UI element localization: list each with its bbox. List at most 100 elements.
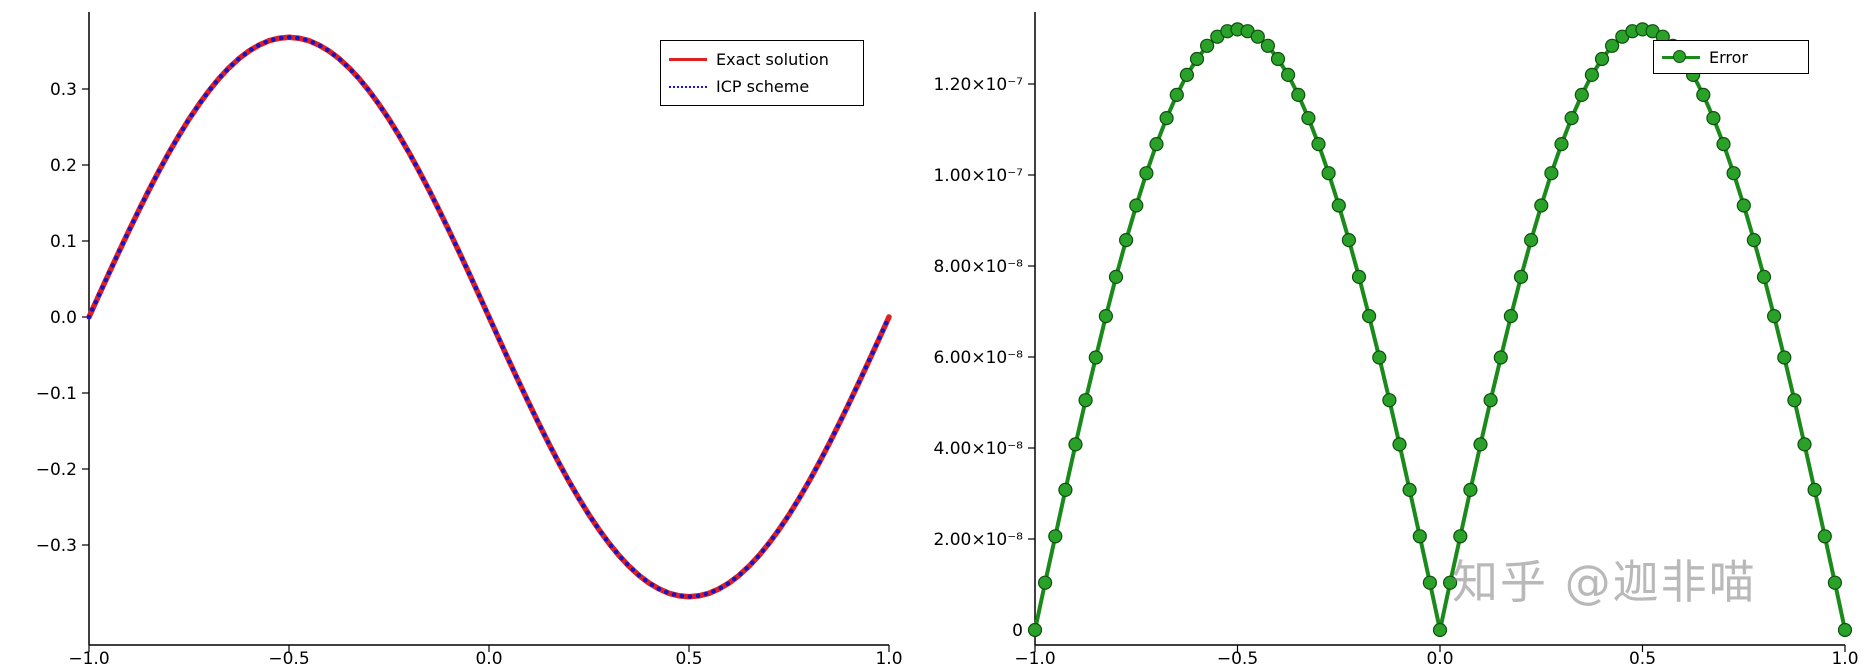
marker-circle: [1463, 482, 1478, 497]
marker-circle: [1068, 437, 1083, 452]
marker-circle: [1827, 575, 1843, 590]
marker-circle: [1189, 51, 1205, 67]
marker-circle: [1807, 482, 1822, 497]
marker-circle: [1321, 166, 1336, 181]
marker-circle: [1199, 38, 1215, 53]
y-tick-label: 4.00×10⁻⁸: [933, 439, 1023, 459]
x-tick-label: 0.0: [475, 649, 502, 665]
marker-circle: [1311, 137, 1326, 152]
marker-circle: [1513, 269, 1529, 284]
marker-circle: [1797, 437, 1812, 452]
marker-circle: [1250, 29, 1265, 44]
marker-circle: [1564, 110, 1579, 126]
y-tick-label: −0.2: [36, 460, 77, 480]
marker-circle: [1361, 309, 1377, 324]
marker-circle: [1382, 393, 1397, 408]
marker-circle: [1584, 67, 1600, 83]
legend-label-exact-solution: Exact solution: [716, 50, 829, 69]
x-tick-label: −1.0: [68, 649, 109, 665]
marker-circle: [1088, 350, 1103, 365]
marker-circle: [1048, 529, 1063, 544]
x-tick-label: 0.0: [1426, 649, 1453, 665]
marker-circle: [1301, 110, 1316, 126]
marker-circle: [1716, 137, 1731, 152]
marker-circle: [1574, 87, 1589, 103]
series-error: [1033, 27, 1847, 632]
marker-circle: [1604, 38, 1620, 53]
marker-circle: [1402, 482, 1417, 497]
marker-circle: [1331, 198, 1346, 213]
marker-circle: [1696, 87, 1711, 103]
marker-circle: [1027, 622, 1043, 638]
marker-circle: [1432, 622, 1448, 638]
marker-circle: [1169, 87, 1184, 103]
marker-circle: [1058, 482, 1073, 497]
marker-circle: [1787, 393, 1802, 408]
x-tick-label: 0.5: [675, 649, 702, 665]
y-tick-label: 0.3: [50, 80, 77, 100]
marker-circle: [1534, 198, 1549, 213]
marker-circle: [1037, 575, 1053, 590]
marker-circle: [1483, 393, 1498, 408]
marker-circle: [1453, 529, 1468, 544]
y-tick-label: 0.1: [50, 232, 77, 252]
marker-circle: [1493, 350, 1508, 365]
marker-circle: [1078, 393, 1093, 408]
marker-circle: [1341, 233, 1357, 248]
marker-circle: [1392, 437, 1407, 452]
x-tick-label: −1.0: [1014, 649, 1055, 665]
y-tick-label: 6.00×10⁻⁸: [933, 348, 1023, 368]
marker-circle: [1098, 309, 1114, 324]
marker-circle: [1108, 269, 1124, 284]
legend-line-error-icon: [1662, 49, 1700, 65]
marker-circle: [1412, 529, 1427, 544]
marker-circle: [1594, 51, 1610, 67]
marker-circle: [1706, 110, 1721, 126]
marker-circle: [1746, 233, 1762, 248]
marker-circle: [1280, 67, 1296, 83]
legend-entry-icp-scheme: ICP scheme: [669, 75, 853, 99]
x-tick-label: −0.5: [268, 649, 309, 665]
marker-circle: [1159, 110, 1174, 126]
marker-circle: [1523, 233, 1539, 248]
marker-circle: [1473, 437, 1488, 452]
marker-circle: [1270, 51, 1286, 67]
marker-circle: [1544, 166, 1559, 181]
marker-circle: [1422, 575, 1438, 590]
marker-circle: [1442, 575, 1458, 590]
y-tick-label: 0: [1012, 621, 1023, 641]
marker-circle: [1149, 137, 1164, 152]
marker-circle: [1777, 350, 1792, 365]
marker-circle: [1736, 198, 1751, 213]
y-tick-label: 1.00×10⁻⁷: [933, 166, 1023, 186]
marker-circle: [1726, 166, 1741, 181]
y-tick-label: 2.00×10⁻⁸: [933, 530, 1023, 550]
legend-solution: Exact solution ICP scheme: [660, 40, 864, 106]
marker-circle: [1372, 350, 1387, 365]
legend-error-marker-icon: [1673, 49, 1686, 63]
legend-entry-error: Error: [1662, 46, 1798, 68]
x-tick-label: −0.5: [1217, 649, 1258, 665]
y-tick-label: 0.2: [50, 156, 77, 176]
y-tick-label: 1.20×10⁻⁷: [933, 75, 1023, 95]
marker-circle: [1554, 137, 1569, 152]
marker-circle: [1766, 309, 1782, 324]
series-icp-scheme: [86, 35, 892, 599]
marker-circle: [1503, 309, 1519, 324]
watermark: 知乎 @迦非喵: [1452, 555, 1757, 609]
x-tick-label: 0.5: [1629, 649, 1656, 665]
marker-circle: [1118, 233, 1134, 248]
marker-circle: [1291, 87, 1306, 103]
legend-entry-exact-solution: Exact solution: [669, 48, 853, 72]
marker-circle: [1817, 529, 1832, 544]
legend-label-error: Error: [1709, 47, 1748, 67]
marker-circle: [1756, 269, 1772, 284]
x-tick-label: 1.0: [1831, 649, 1858, 665]
y-tick-label: −0.3: [36, 536, 77, 556]
y-tick-label: 0.0: [50, 308, 77, 328]
marker-circle: [1129, 198, 1144, 213]
legend-line-exact-solution-icon: [669, 58, 707, 61]
marker-circle: [1351, 269, 1367, 284]
